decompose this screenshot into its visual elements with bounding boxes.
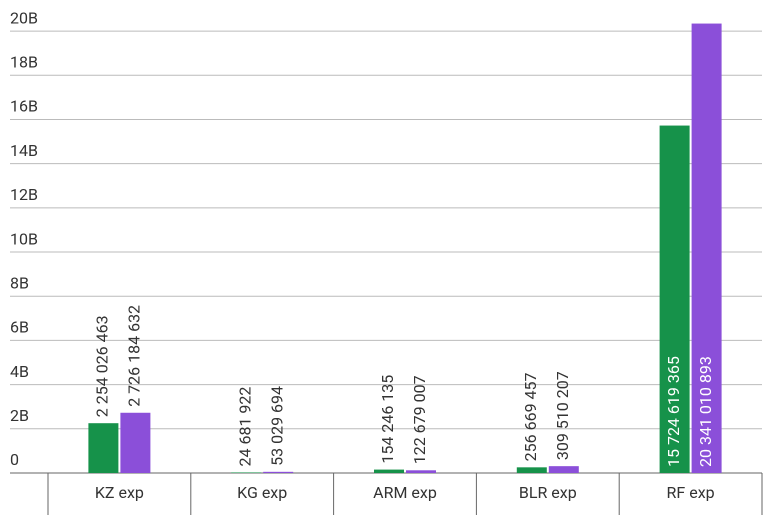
x-tick-label: KG exp [237,483,287,502]
y-tick-label: 20B [10,8,38,27]
y-tick-label: 2B [10,406,29,425]
bar [120,412,151,473]
bar [406,470,436,473]
bar [88,423,119,473]
y-tick-label: 18B [10,53,38,72]
value-label: 24 681 922 [235,387,254,467]
bar [374,469,404,473]
value-label: 122 679 007 [410,375,429,464]
y-tick-label: 0 [10,450,19,469]
bar [659,125,690,473]
value-label: 309 510 207 [553,371,572,460]
bar [231,472,262,473]
value-label: 20 341 010 893 [696,356,715,467]
x-tick-label: KZ exp [95,483,144,502]
value-label: 2 726 184 632 [125,305,144,407]
y-tick-label: 14B [10,141,38,160]
y-tick-label: 6B [10,318,29,337]
y-tick-label: 8B [10,273,29,292]
x-tick-label: RF exp [667,483,715,502]
value-label: 256 669 457 [521,372,540,461]
value-label: 154 246 135 [378,375,397,464]
y-tick-label: 10B [10,229,38,248]
y-tick-label: 4B [10,362,29,381]
y-tick-label: 16B [10,97,38,116]
bar [691,23,722,474]
value-label: 2 254 026 463 [93,315,112,417]
value-label: 53 029 694 [267,386,286,466]
bar [548,466,579,473]
bar [516,467,547,473]
x-tick-label: ARM exp [373,483,437,502]
bar [263,471,294,473]
x-tick-label: BLR exp [519,483,577,502]
value-label: 15 724 619 365 [664,356,683,467]
y-tick-label: 12B [10,185,38,204]
